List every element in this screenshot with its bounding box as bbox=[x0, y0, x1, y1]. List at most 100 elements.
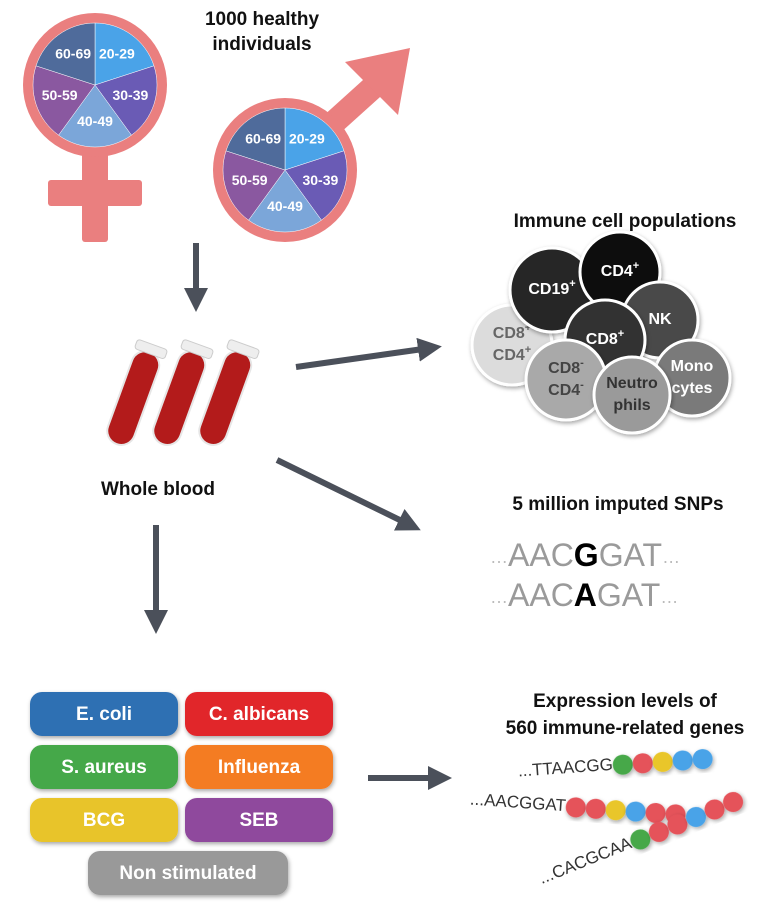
pie-label: 60-69 bbox=[245, 131, 281, 147]
gene-dot bbox=[723, 791, 744, 812]
stimulus-label: Non stimulated bbox=[119, 863, 256, 884]
cell-sup: + bbox=[525, 322, 531, 334]
cell-label: phils bbox=[613, 397, 650, 414]
gene-dot bbox=[632, 753, 653, 774]
gene-dot bbox=[630, 829, 651, 850]
cohort-title: individuals bbox=[212, 34, 311, 55]
arrow bbox=[275, 457, 421, 531]
gene-dot bbox=[648, 821, 669, 842]
bases: AAC bbox=[508, 537, 574, 573]
allele: A bbox=[574, 577, 597, 613]
cell-name: Mono bbox=[671, 358, 714, 375]
pie-label: 20-29 bbox=[99, 46, 135, 62]
cell-name: CD4 bbox=[601, 263, 633, 280]
stimulus-box bbox=[88, 851, 288, 895]
pie-label: 60-69 bbox=[55, 46, 91, 62]
gene-sequence-text: ...AACGGAT bbox=[469, 790, 566, 816]
bases: AAC bbox=[508, 577, 574, 613]
gene-dot bbox=[672, 750, 693, 771]
pie-label: 50-59 bbox=[42, 87, 78, 103]
stimulus-label: S. aureus bbox=[61, 757, 147, 778]
cells-title: Immune cell populations bbox=[514, 211, 737, 232]
cell-sup: + bbox=[569, 278, 575, 290]
gene-dot bbox=[585, 798, 606, 819]
pie-label: 50-59 bbox=[232, 172, 268, 188]
ellipsis: … bbox=[662, 547, 680, 567]
stimulus-box bbox=[185, 745, 333, 789]
pie-segment bbox=[35, 22, 96, 86]
gene-sequence-text: ...TTAACGG bbox=[517, 755, 613, 781]
cell-label: NK bbox=[648, 311, 672, 328]
gene-sequence: ...TTAACGG bbox=[517, 749, 713, 781]
stimulus-label: SEB bbox=[239, 810, 278, 831]
pie-segment bbox=[94, 65, 158, 136]
expression-title: Expression levels of bbox=[533, 691, 717, 712]
cell-sup: - bbox=[580, 357, 584, 369]
stimulus-box bbox=[185, 798, 333, 842]
pie-segment bbox=[222, 150, 286, 221]
cell-sup: + bbox=[525, 344, 531, 356]
pie-segment bbox=[284, 150, 348, 221]
cell-label: CD19+ bbox=[528, 278, 575, 298]
gene-dot bbox=[704, 799, 725, 820]
arrows bbox=[144, 243, 452, 790]
gene-dot bbox=[645, 802, 666, 823]
gene-dot bbox=[605, 800, 626, 821]
cell-name: CD8 bbox=[548, 360, 580, 377]
cell-label: Neutro bbox=[606, 375, 658, 392]
cohort-title: 1000 healthy bbox=[205, 9, 319, 30]
tube bbox=[198, 339, 260, 446]
cell-label: CD8+ bbox=[493, 322, 531, 342]
cell-name: CD8 bbox=[586, 331, 618, 348]
pie-segment bbox=[32, 65, 96, 136]
stimulus-label: BCG bbox=[83, 810, 125, 831]
expression-title: 560 immune-related genes bbox=[506, 718, 745, 739]
ellipsis: … bbox=[660, 587, 678, 607]
stimulus-box bbox=[30, 798, 178, 842]
pie-segment bbox=[94, 22, 155, 86]
gene-sequence: ...AACGGAT bbox=[469, 790, 686, 825]
gene-dot bbox=[667, 814, 688, 835]
cell-name: CD19 bbox=[528, 281, 569, 298]
cell-sup: + bbox=[633, 260, 639, 272]
tube bbox=[106, 339, 168, 446]
stimulus-box bbox=[30, 692, 178, 736]
tube bbox=[152, 339, 214, 446]
cell-label: CD4+ bbox=[601, 260, 639, 280]
snps-title: 5 million imputed SNPs bbox=[512, 494, 723, 515]
pie-label: 40-49 bbox=[267, 198, 303, 214]
cell-label: CD8- bbox=[548, 357, 584, 377]
gene-dot bbox=[692, 749, 713, 770]
blood-tubes bbox=[106, 339, 260, 446]
stimulus-label: C. albicans bbox=[209, 704, 309, 725]
pie-label: 30-39 bbox=[112, 87, 148, 103]
gene-dot bbox=[685, 806, 706, 827]
stimulus-box bbox=[30, 745, 178, 789]
cell-name: NK bbox=[648, 311, 672, 328]
gene-dot bbox=[625, 801, 646, 822]
sample-label: Whole blood bbox=[101, 479, 215, 500]
cell-sup: - bbox=[580, 379, 584, 391]
ellipsis: … bbox=[490, 587, 508, 607]
cell-name: Neutro bbox=[606, 375, 658, 392]
cell bbox=[592, 355, 672, 435]
gene-dot bbox=[652, 751, 673, 772]
snp-sequence: …AACGGAT… bbox=[490, 537, 680, 573]
pie-segment bbox=[225, 107, 286, 171]
pie-segment bbox=[248, 169, 322, 233]
cell-label: CD4+ bbox=[493, 344, 531, 364]
pie-label: 30-39 bbox=[302, 172, 338, 188]
stimulus-label: Influenza bbox=[218, 757, 301, 778]
cell-label: Mono bbox=[671, 358, 714, 375]
cell-sup: + bbox=[618, 328, 624, 340]
bases: GAT bbox=[597, 577, 660, 613]
cell-name: phils bbox=[613, 397, 650, 414]
pie-segment bbox=[284, 107, 345, 171]
cell-label: cytes bbox=[672, 380, 713, 397]
gene-dot bbox=[565, 797, 586, 818]
allele: G bbox=[574, 537, 599, 573]
stimulus-box bbox=[185, 692, 333, 736]
pie-segment bbox=[58, 84, 132, 148]
arrow bbox=[295, 337, 442, 370]
